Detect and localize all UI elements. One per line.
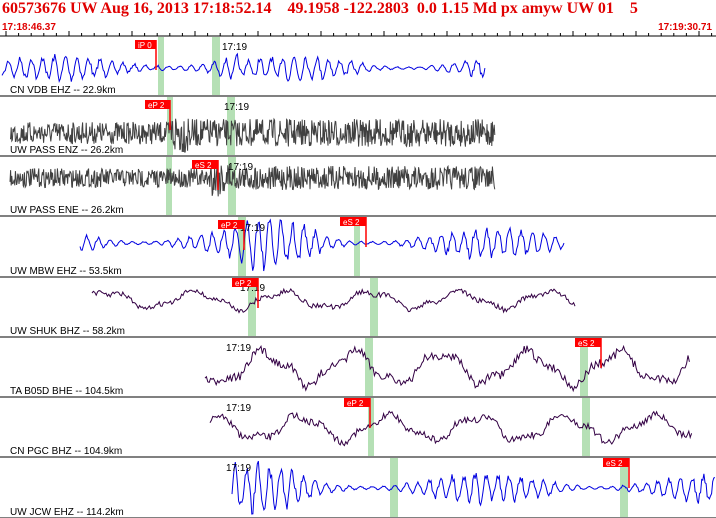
phase-pick[interactable]: eS 2 <box>192 160 219 190</box>
phase-pick[interactable]: eS 2 <box>575 338 602 368</box>
trace-panel[interactable]: 17:19 eP 2 CN PGC BHZ -- 104.9km <box>0 398 716 458</box>
trace-panel[interactable]: 17:19 eS 2 UW JCW EHZ -- 114.2km <box>0 458 716 518</box>
minute-label: 17:19 <box>226 463 251 474</box>
waveform-trace <box>209 410 693 447</box>
station-label: UW MBW EHZ -- 53.5km <box>10 266 122 277</box>
station-label: UW PASS ENE -- 26.2km <box>10 205 124 216</box>
waveform-trace <box>204 344 690 393</box>
minute-label: 17:19 <box>226 403 251 414</box>
pick-label: eP 2 <box>148 101 165 110</box>
phase-pick[interactable]: eP 2 <box>145 100 171 130</box>
station-label: TA B05D BHE -- 104.5km <box>10 386 123 397</box>
pick-label: eP 2 <box>221 221 238 230</box>
phase-window <box>238 217 246 276</box>
event-header-title: 60573676 UW Aug 16, 2013 17:18:52.14 49.… <box>2 0 638 17</box>
pick-label: eS 2 <box>195 161 212 170</box>
phase-window <box>390 458 398 517</box>
pick-label: eS 2 <box>606 459 623 468</box>
pick-label: eS 2 <box>578 339 595 348</box>
time-tick-marks <box>0 31 716 37</box>
phase-window <box>368 398 374 456</box>
phase-window <box>248 278 256 336</box>
station-label: CN PGC BHZ -- 104.9km <box>10 446 122 457</box>
start-time-label: 17:18:46.37 <box>2 22 56 33</box>
phase-window <box>365 338 373 396</box>
phase-pick[interactable]: eP 2 <box>232 278 259 308</box>
end-time-label: 17:19:30.71 <box>658 22 712 33</box>
station-label: UW PASS ENZ -- 26.2km <box>10 145 123 156</box>
phase-window <box>370 278 378 336</box>
waveform-trace <box>9 164 496 197</box>
waveform-trace <box>231 460 716 515</box>
minute-label: 17:19 <box>240 283 265 294</box>
phase-pick[interactable]: eS 2 <box>340 217 367 247</box>
phase-pick[interactable]: eS 2 <box>603 458 630 488</box>
trace-panel[interactable]: 17:19 eS 2 TA B05D BHE -- 104.5km <box>0 338 716 398</box>
station-label: UW JCW EHZ -- 114.2km <box>10 507 124 518</box>
pick-label: eP 2 <box>235 279 252 288</box>
pick-label: iP 0 <box>138 41 152 50</box>
minute-label: 17:19 <box>228 162 253 173</box>
station-label: UW SHUK BHZ -- 58.2km <box>10 326 125 337</box>
waveform-trace <box>10 117 496 153</box>
waveform-trace <box>1 52 486 83</box>
phase-window <box>354 217 360 276</box>
phase-window <box>620 458 628 517</box>
waveform-trace <box>91 287 576 314</box>
phase-pick[interactable]: iP 0 <box>135 40 157 70</box>
station-label: CN VDB EHZ -- 22.9km <box>10 85 116 96</box>
trace-panel[interactable]: 17:19 eP 2 UW PASS ENZ -- 26.2km <box>0 97 716 157</box>
minute-label: 17:19 <box>226 343 251 354</box>
minute-label: 17:19 <box>222 42 247 53</box>
minute-label: 17:19 <box>240 223 265 234</box>
phase-pick[interactable]: eP 2 <box>344 398 371 428</box>
pick-label: eP 2 <box>347 399 364 408</box>
phase-window <box>166 157 172 215</box>
phase-window <box>580 338 588 396</box>
trace-panel[interactable]: 17:19 iP 0 CN VDB EHZ -- 22.9km <box>0 37 716 97</box>
phase-window <box>158 37 164 95</box>
pick-label: eS 2 <box>343 218 360 227</box>
phase-pick[interactable]: eP 2 <box>218 220 245 250</box>
waveform-trace <box>79 218 565 272</box>
trace-panel[interactable]: 17:19 eS 2 UW PASS ENE -- 26.2km <box>0 157 716 217</box>
minute-label: 17:19 <box>224 102 249 113</box>
phase-window <box>228 157 236 215</box>
